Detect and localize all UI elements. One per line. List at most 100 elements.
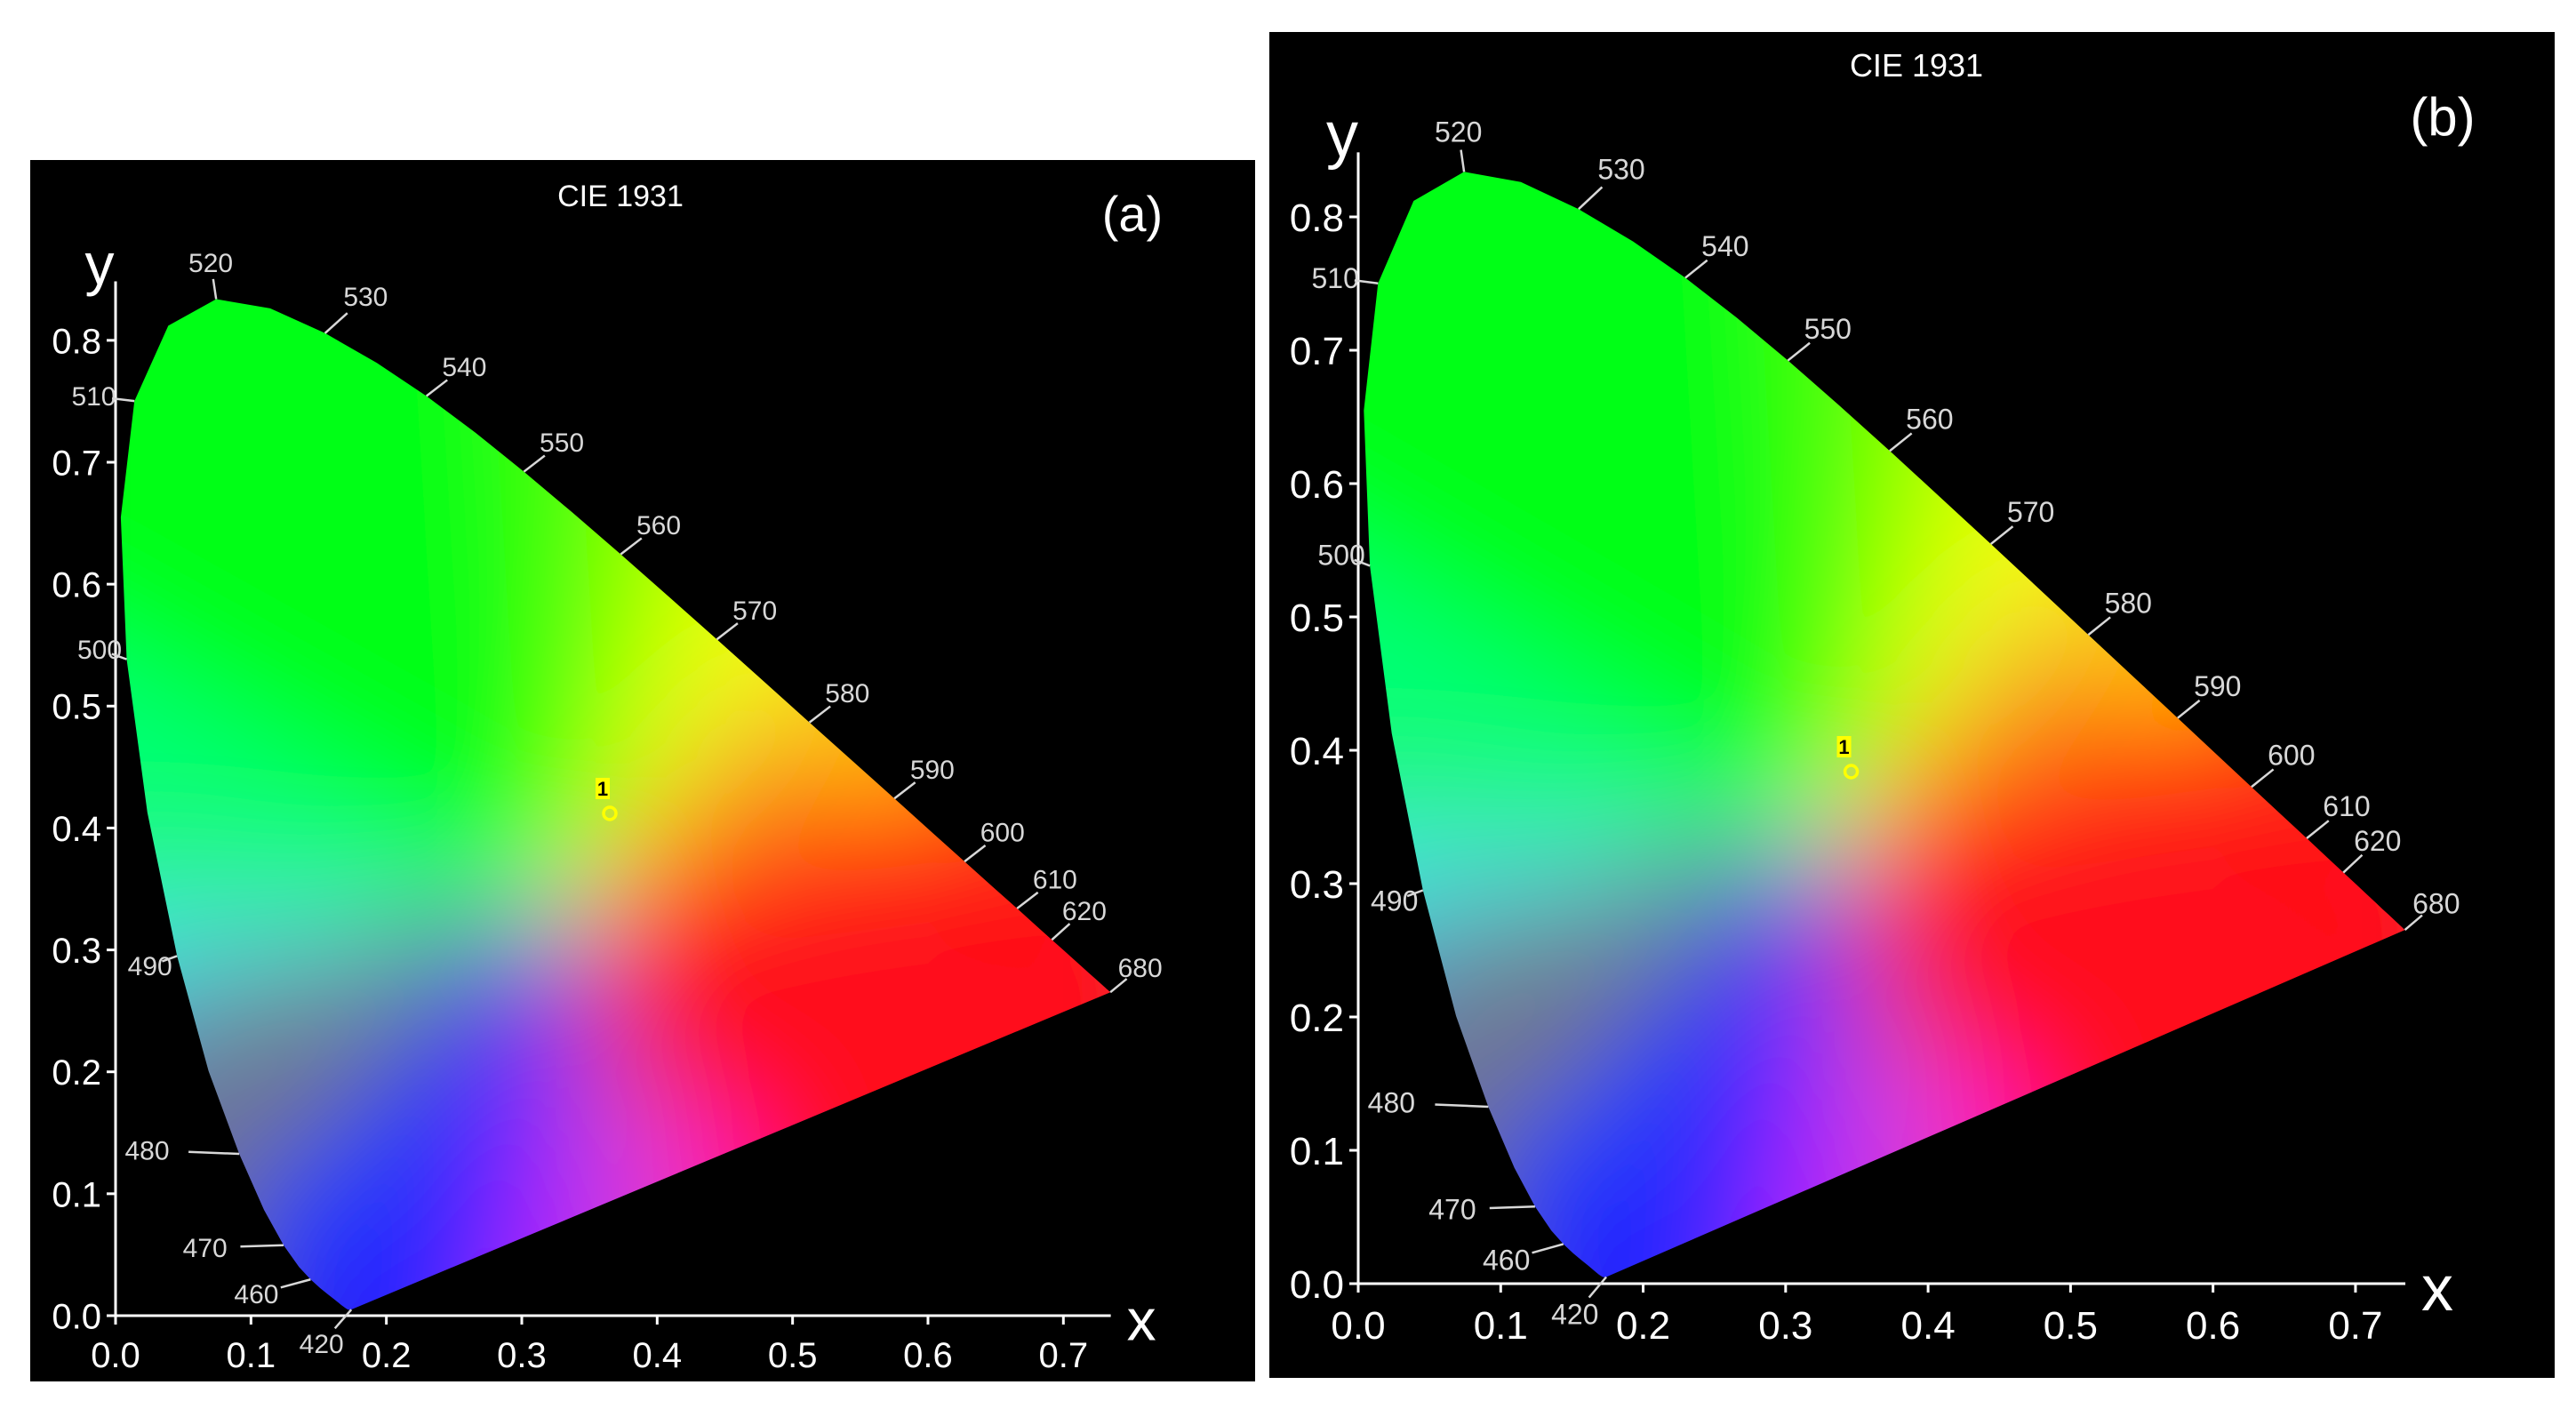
wavelength-tick: [1787, 341, 1811, 362]
wavelength-tick: [425, 379, 448, 397]
wavelength-tick: [1460, 149, 1466, 172]
y-tick-label: 0.8: [52, 322, 101, 361]
chart-b-svg: 0.0 0.1 0.2 0.3 0.4 0.5 0.6 0.7 0.0 0.1 0.2 0.3 0.4 0…: [1269, 32, 2555, 1378]
wavelength-label: 600: [2268, 739, 2315, 771]
wavelength-tick: [324, 312, 348, 334]
wavelength-tick: [111, 652, 127, 660]
x-tick-label: 0.4: [1901, 1304, 1956, 1348]
wavelength-label: 550: [540, 428, 584, 458]
wavelength-label: 460: [234, 1280, 278, 1309]
x-tick-label: 0.0: [91, 1336, 140, 1375]
wavelength-tick: [1406, 889, 1424, 898]
y-tick-label: 0.0: [1290, 1263, 1344, 1307]
wavelength-tick: [333, 1309, 353, 1330]
chart-panel-b: 0.0 0.1 0.2 0.3 0.4 0.5 0.6 0.7 0.0 0.1 0.2 0.3 0.4 0…: [1269, 32, 2555, 1378]
wavelength-label: 550: [1804, 313, 1852, 345]
wavelength-tick: [240, 1244, 284, 1248]
wavelength-tick: [2306, 820, 2330, 839]
wavelength-tick: [2087, 616, 2111, 636]
y-tick-label: 0.2: [1290, 997, 1344, 1040]
y-tick-label: 0.2: [52, 1053, 101, 1093]
wavelength-label: 620: [1062, 897, 1107, 926]
wavelength-label: 470: [183, 1234, 228, 1263]
chart-panel-a: 0.0 0.1 0.2 0.3 0.4 0.5 0.6 0.7 0.0 0.1 0.2 0.3 0.4 0…: [30, 160, 1255, 1381]
wavelength-label: 560: [1906, 403, 1953, 435]
wavelength-label: 540: [1701, 230, 1748, 262]
wavelength-label: 420: [300, 1330, 344, 1359]
wavelength-label: 500: [1317, 540, 1364, 572]
wavelength-label: 520: [188, 249, 233, 278]
wavelength-tick: [212, 278, 218, 300]
wavelength-tick: [716, 622, 739, 641]
y-tick-label: 0.6: [52, 566, 101, 605]
wavelength-tick: [1109, 978, 1128, 994]
wavelength-tick: [1588, 1276, 1607, 1299]
chart-title: CIE 1931: [1850, 47, 1983, 84]
panel-label: (a): [1102, 186, 1163, 242]
wavelength-label: 610: [2323, 790, 2370, 822]
y-tick-label: 0.6: [1290, 463, 1344, 507]
wavelength-label: 680: [2412, 887, 2460, 919]
y-tick-label: 0.5: [1290, 596, 1344, 640]
chart-title: CIE 1931: [557, 180, 684, 213]
wavelength-tick: [2251, 768, 2275, 789]
wavelength-tick: [1989, 525, 2014, 545]
x-tick-label: 0.7: [2328, 1304, 2382, 1348]
y-axis-label: y: [1326, 100, 1358, 171]
wavelength-label: 580: [825, 679, 869, 709]
x-tick-label: 0.4: [633, 1336, 683, 1375]
y-tick-label: 0.4: [52, 810, 101, 849]
wavelength-label: 460: [1483, 1245, 1530, 1277]
x-axis-label: x: [2421, 1253, 2453, 1325]
wavelength-tick: [893, 781, 916, 800]
y-tick-label: 0.1: [1290, 1130, 1344, 1173]
wavelength-tick: [161, 955, 178, 963]
wavelength-tick: [1354, 279, 1379, 284]
wavelength-label: 490: [1371, 885, 1418, 917]
data-point-label-box: [596, 777, 610, 799]
wavelength-tick: [280, 1278, 311, 1289]
data-point-label-box: [1836, 736, 1852, 757]
y-tick-label: 0.3: [52, 932, 101, 971]
wavelength-label: 680: [1118, 954, 1163, 983]
data-point-marker: [1843, 764, 1860, 780]
y-axis-label: y: [85, 231, 115, 297]
panel-label: (b): [2410, 87, 2475, 147]
y-tick-label: 0.5: [52, 688, 101, 727]
wavelength-tick: [2177, 699, 2201, 719]
wavelength-label: 480: [1368, 1087, 1415, 1119]
wavelength-tick: [1051, 923, 1071, 941]
x-tick-label: 0.6: [2186, 1304, 2240, 1348]
x-tick-label: 0.5: [768, 1336, 818, 1375]
wavelength-tick: [1889, 432, 1913, 452]
x-tick-label: 0.1: [1474, 1304, 1528, 1348]
y-tick-label: 0.7: [1290, 330, 1344, 373]
wavelength-label: 530: [343, 283, 388, 312]
wavelength-label: 590: [910, 756, 955, 785]
wavelength-label: 540: [442, 353, 486, 382]
wavelength-tick: [2404, 914, 2423, 932]
y-tick-label: 0.4: [1290, 730, 1344, 773]
wavelength-tick: [1354, 558, 1371, 567]
data-point-label: 1: [1838, 736, 1849, 758]
data-point-label: 1: [597, 778, 608, 800]
x-tick-label: 0.1: [227, 1336, 276, 1375]
wavelength-label: 500: [77, 636, 122, 665]
wavelength-tick: [1532, 1243, 1564, 1254]
y-tick-label: 0.0: [52, 1297, 101, 1336]
x-tick-label: 0.0: [1331, 1304, 1385, 1348]
wavelength-label: 510: [71, 382, 116, 412]
wavelength-label: 530: [1597, 153, 1644, 185]
wavelength-tick: [808, 705, 831, 724]
y-tick-label: 0.7: [52, 444, 101, 483]
wavelength-label: 570: [732, 596, 777, 626]
x-tick-label: 0.7: [1038, 1336, 1088, 1375]
y-tick-label: 0.1: [52, 1175, 101, 1214]
y-tick-label: 0.8: [1290, 196, 1344, 240]
wavelength-tick: [188, 1150, 240, 1156]
wavelength-label: 560: [636, 511, 681, 540]
wavelength-tick: [523, 454, 546, 473]
wavelength-tick: [1016, 891, 1039, 909]
x-tick-label: 0.5: [2044, 1304, 2098, 1348]
wavelength-tick: [2342, 853, 2364, 874]
